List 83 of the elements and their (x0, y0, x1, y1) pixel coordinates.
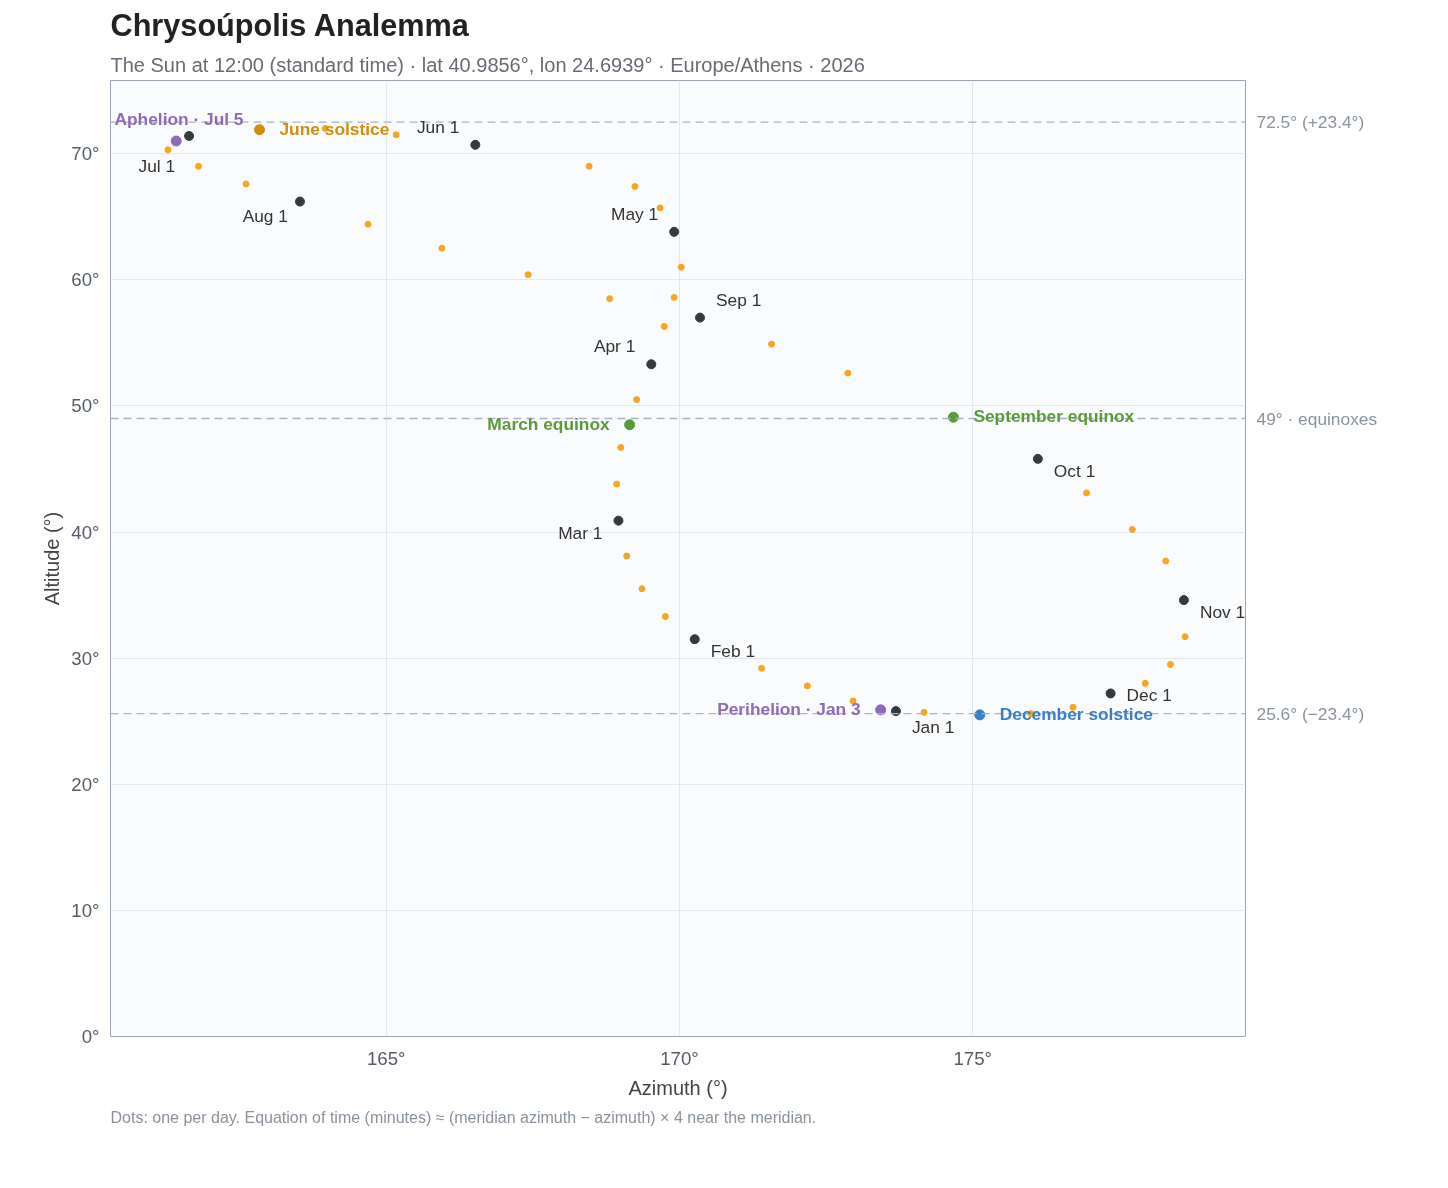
x-tick-label: 170° (660, 1047, 699, 1069)
point (164, 146, 172, 154)
point (606, 295, 614, 303)
ref-line-label: 72.5° (+23.4°) (1256, 112, 1365, 133)
point (844, 369, 852, 377)
y-tick-label: 30° (71, 647, 100, 669)
annotation: Sep 1 (716, 289, 762, 310)
point (768, 340, 776, 348)
point (253, 124, 265, 136)
chart-title: Chrysoúpolis Analemma (110, 7, 470, 43)
ref-line-label: 25.6° (−23.4°) (1256, 703, 1365, 724)
point (470, 139, 481, 150)
point (1178, 595, 1189, 606)
x-tick-label: 165° (366, 1047, 406, 1069)
point (613, 515, 624, 526)
series-label: June solstice (279, 118, 390, 139)
point (638, 585, 646, 593)
point (438, 244, 446, 252)
point (617, 444, 625, 452)
point (758, 664, 766, 672)
point (974, 709, 986, 721)
point (585, 162, 593, 170)
annotation: Jun 1 (416, 116, 460, 137)
point (1141, 679, 1149, 687)
annotation: Feb 1 (710, 641, 756, 662)
annotation: May 1 (611, 203, 659, 224)
point (524, 271, 532, 279)
annotation: Jan 1 (911, 717, 955, 738)
point (947, 411, 959, 423)
y-tick-label: 50° (71, 395, 100, 417)
x-axis-title: Azimuth (°) (628, 1076, 728, 1099)
series-label: December solstice (999, 703, 1154, 724)
point (689, 634, 700, 645)
point (194, 162, 202, 170)
point (695, 312, 705, 323)
point (660, 322, 668, 330)
series-label: Perihelion · Jan 3 (717, 698, 862, 719)
point (646, 359, 657, 370)
series-label: September equinox (973, 406, 1135, 427)
annotation: Dec 1 (1126, 685, 1172, 706)
y-tick-label: 70° (71, 143, 100, 165)
y-tick-label: 60° (71, 269, 100, 291)
series-label: Aphelion · Jul 5 (114, 109, 244, 130)
point (670, 293, 678, 301)
annotation: Oct 1 (1053, 460, 1096, 481)
annotation: Aug 1 (242, 205, 288, 226)
annotation: Apr 1 (593, 336, 636, 357)
point (1032, 453, 1043, 464)
point (1105, 688, 1116, 699)
point (1166, 660, 1174, 668)
ref-line-label: 49° · equinoxes (1256, 408, 1378, 429)
point (677, 263, 685, 271)
point (364, 220, 372, 228)
point (242, 180, 250, 188)
point (1162, 557, 1170, 565)
y-tick-label: 0° (81, 1026, 100, 1047)
point (1083, 489, 1091, 497)
annotation: Nov 1 (1199, 602, 1246, 623)
y-tick-label: 10° (71, 899, 100, 921)
point (624, 419, 636, 431)
point (184, 131, 195, 141)
y-tick-label: 20° (71, 773, 100, 795)
point (613, 480, 621, 488)
y-axis-title: Altitude (°) (41, 511, 64, 606)
annotation: Mar 1 (558, 522, 603, 543)
point (669, 226, 680, 237)
point (631, 182, 639, 190)
point (803, 682, 811, 690)
chart-subtitle: The Sun at 12:00 (standard time) · lat 40.9856°, lon 24.6939° · Europe/Athens · 2026 (110, 53, 865, 76)
point (294, 196, 305, 207)
point (623, 552, 631, 560)
point (1128, 526, 1136, 533)
point (1181, 633, 1189, 641)
point (392, 131, 400, 139)
y-tick-label: 40° (71, 521, 100, 543)
text: Dots: one per day. Equation of time (minutes) ≈ (meridian azimuth − azimuth) × 4 near the meridian. (110, 1108, 817, 1126)
x-tick-label: 175° (953, 1047, 993, 1069)
point (875, 704, 887, 716)
point (661, 613, 669, 621)
series-label: March equinox (487, 413, 610, 434)
annotation: Jul 1 (138, 155, 176, 176)
point (170, 135, 182, 147)
point (633, 396, 641, 404)
